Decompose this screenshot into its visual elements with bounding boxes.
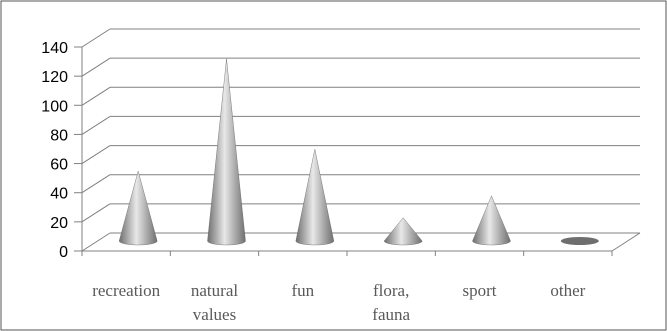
y-tick-label: 60 <box>50 157 68 174</box>
y-tick-label: 140 <box>41 40 68 57</box>
cone-mark <box>295 149 335 246</box>
cone-mark <box>118 170 158 246</box>
y-tick-label: 0 <box>59 244 68 261</box>
cone-mark <box>207 58 246 246</box>
cone-mark <box>560 237 599 245</box>
y-tick-label: 40 <box>50 186 68 203</box>
cone-mark <box>472 195 511 246</box>
x-tick-label: recreation <box>92 281 160 300</box>
side-wall-line <box>81 116 111 135</box>
y-tick-label: 120 <box>41 69 68 86</box>
side-wall-line <box>81 145 111 164</box>
side-wall-line <box>81 86 111 106</box>
x-tick-label: values <box>193 305 236 324</box>
y-tick-label: 80 <box>50 127 68 144</box>
side-wall-line <box>81 203 111 223</box>
side-wall-line <box>81 174 111 194</box>
side-wall-line <box>81 57 111 77</box>
x-tick-label: sport <box>463 281 497 300</box>
x-tick-label: flora, <box>373 281 409 300</box>
side-wall-line <box>81 232 111 252</box>
plot-area: 0 20 40 60 80 100 120 140 recreation natural value… <box>41 28 641 324</box>
side-wall-line <box>81 28 111 48</box>
x-tick-label: fauna <box>372 305 410 324</box>
floor-right-edge <box>611 232 641 252</box>
x-tick-label: fun <box>291 281 314 300</box>
cone-mark <box>383 217 423 246</box>
x-tick-label: natural <box>191 281 238 300</box>
x-tick-label: other <box>550 281 585 300</box>
y-tick-label: 20 <box>50 215 68 232</box>
y-tick-label: 100 <box>41 98 68 115</box>
